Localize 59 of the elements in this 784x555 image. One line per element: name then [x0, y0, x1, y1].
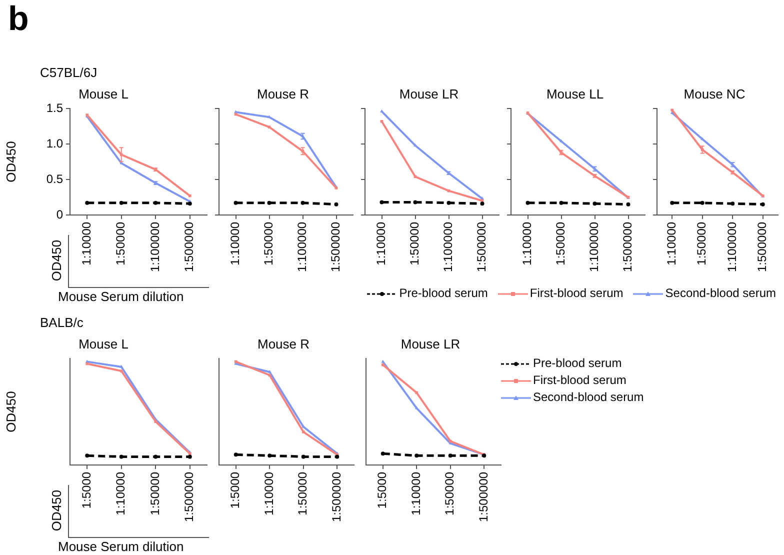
text: b — [8, 0, 29, 39]
chart-subtitle: C57BL/6J — [40, 65, 98, 80]
x-tick-label: 1:500000 — [476, 472, 490, 522]
y-tick-label: 1.0 — [46, 136, 64, 150]
x-tick-label: 1:50000 — [114, 222, 128, 266]
x-tick-label: 1:5000 — [375, 472, 390, 509]
chart-title: Mouse LR — [399, 86, 459, 102]
x-tick-label: 1:100000 — [295, 222, 310, 272]
x-tick-label: 1:500000 — [182, 222, 196, 272]
x-tick-label: 1:50000 — [296, 472, 310, 516]
x-tick-label: 1:100000 — [441, 222, 456, 272]
y-tick-label: 0 — [56, 207, 64, 222]
x-tick-label: 1:500000 — [755, 222, 770, 272]
chart-title: Mouse NC — [684, 86, 746, 102]
x-tick-label: 1:10000 — [520, 222, 534, 266]
legend-label: First-blood serum — [530, 286, 624, 300]
x-tick-label: 1:500000 — [474, 222, 489, 272]
x-tick-label: 1:10000 — [79, 222, 94, 266]
legend-label: Pre-blood serum — [533, 356, 622, 370]
x-tick-label: 1:500000 — [620, 222, 635, 272]
x-tick-label: 1:500000 — [182, 472, 196, 522]
legend-label: Second-blood serum — [665, 286, 776, 300]
x-tick-label: 1:500000 — [328, 222, 343, 272]
x-tick-label: 1:100000 — [587, 222, 602, 272]
y-axis-title: OD450 — [3, 141, 18, 182]
chart-title: Mouse LR — [400, 336, 460, 352]
x-axis-title: Mouse Serum dilution — [58, 289, 184, 304]
text: OD450 — [49, 490, 64, 532]
x-tick-label: 1:50000 — [262, 222, 276, 266]
x-tick-label: 1:5000 — [228, 472, 242, 509]
x-tick-label: 1:50000 — [148, 472, 162, 516]
x-tick-label: 1:10000 — [228, 222, 242, 266]
chart-title: Mouse LL — [546, 86, 604, 102]
x-tick-label: 1:10000 — [664, 222, 678, 266]
chart-subtitle: BALB/c — [40, 315, 84, 330]
y-axis-title: OD450 — [3, 391, 18, 432]
x-tick-label: 1:5000 — [79, 472, 94, 509]
x-tick-label: 1:500000 — [329, 472, 344, 522]
legend-label: Second-blood serum — [533, 390, 644, 404]
x-tick-label: 1:100000 — [724, 222, 739, 272]
x-tick-label: 1:50000 — [442, 472, 457, 516]
chart-title: Mouse R — [257, 336, 310, 352]
chart-title: Mouse R — [256, 86, 310, 102]
x-tick-label: 1:50000 — [408, 222, 422, 266]
y-tick-label: 0.5 — [46, 172, 64, 186]
legend-label: Pre-blood serum — [399, 286, 488, 300]
x-tick-label: 1:10000 — [262, 472, 276, 516]
y-tick-label: 1.5 — [46, 100, 64, 115]
x-tick-label: 1:10000 — [408, 472, 423, 516]
chart-title: Mouse L — [78, 336, 128, 352]
chart-title: Mouse L — [78, 86, 128, 102]
x-tick-label: 1:50000 — [694, 222, 709, 266]
text: OD450 — [49, 240, 64, 282]
x-tick-label: 1:10000 — [374, 222, 388, 266]
x-tick-label: 1:10000 — [114, 472, 128, 516]
legend-label: First-blood serum — [533, 373, 626, 387]
x-axis-title: Mouse Serum dilution — [58, 539, 184, 554]
x-tick-label: 1:100000 — [148, 222, 162, 272]
x-tick-label: 1:50000 — [554, 222, 568, 266]
